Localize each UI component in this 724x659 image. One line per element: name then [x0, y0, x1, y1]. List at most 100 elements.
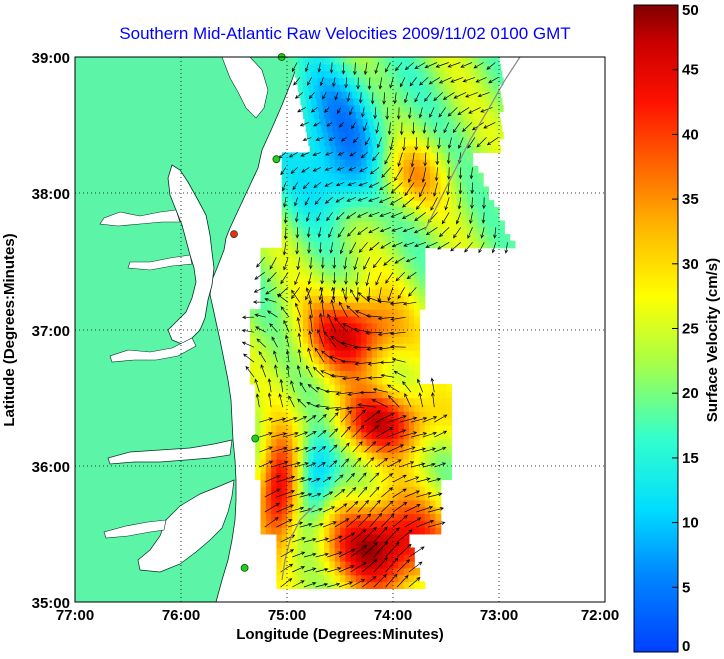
- velocity-cell: [361, 533, 368, 542]
- velocity-cell: [424, 186, 431, 194]
- velocity-cell: [451, 159, 458, 167]
- velocity-cell: [345, 315, 352, 324]
- velocity-cell: [393, 172, 399, 181]
- velocity-cell: [377, 138, 384, 147]
- velocity-cell: [391, 131, 398, 140]
- velocity-cell: [346, 145, 353, 153]
- velocity-cell: [428, 77, 435, 85]
- velocity-cell: [414, 581, 421, 589]
- velocity-cell: [308, 152, 315, 160]
- velocity-cell: [297, 159, 304, 167]
- velocity-cell: [393, 261, 399, 269]
- velocity-cell: [361, 275, 368, 283]
- velocity-cell: [313, 377, 320, 385]
- velocity-cell: [276, 527, 283, 535]
- velocity-cell: [382, 295, 389, 303]
- velocity-cell: [439, 104, 446, 113]
- velocity-cell: [403, 288, 410, 296]
- velocity-cell: [324, 574, 330, 583]
- velocity-cell: [318, 527, 325, 535]
- velocity-cell: [308, 472, 315, 480]
- velocity-cell: [265, 343, 272, 351]
- velocity-cell: [336, 118, 343, 126]
- velocity-cell: [440, 227, 447, 235]
- velocity-cell: [292, 377, 299, 385]
- velocity-cell: [350, 281, 357, 290]
- velocity-cell: [308, 268, 315, 276]
- velocity-cell: [398, 309, 405, 317]
- velocity-cell: [355, 397, 362, 405]
- velocity-cell: [297, 431, 304, 440]
- velocity-cell: [403, 159, 410, 167]
- velocity-cell: [366, 561, 373, 569]
- velocity-cell: [357, 91, 364, 99]
- velocity-cell: [345, 247, 352, 256]
- velocity-cell: [340, 424, 346, 433]
- velocity-cell: [281, 254, 288, 262]
- velocity-cell: [461, 213, 468, 222]
- velocity-cell: [451, 172, 458, 181]
- velocity-cell: [382, 445, 389, 453]
- velocity-cell: [313, 479, 320, 487]
- velocity-cell: [424, 465, 431, 474]
- velocity-cell: [382, 152, 389, 160]
- velocity-cell: [313, 261, 320, 269]
- velocity-cell: [481, 104, 488, 113]
- velocity-cell: [403, 574, 410, 583]
- velocity-cell: [368, 91, 374, 99]
- velocity-cell: [402, 104, 409, 113]
- velocity-cell: [281, 302, 288, 310]
- velocity-cell: [350, 363, 357, 371]
- velocity-cell: [414, 445, 421, 453]
- velocity-cell: [321, 97, 328, 106]
- velocity-cell: [403, 281, 410, 290]
- velocity-cell: [414, 172, 421, 181]
- velocity-cell: [387, 206, 394, 215]
- velocity-cell: [355, 254, 362, 262]
- velocity-cell: [415, 118, 422, 126]
- velocity-cell: [361, 329, 368, 337]
- velocity-cell: [249, 377, 256, 385]
- velocity-cell: [382, 418, 389, 426]
- velocity-cell: [430, 397, 436, 405]
- velocity-cell: [265, 506, 272, 514]
- velocity-cell: [467, 227, 474, 235]
- velocity-cell: [271, 356, 277, 365]
- velocity-cell: [444, 131, 451, 140]
- velocity-cell: [249, 309, 256, 317]
- velocity-cell: [461, 159, 468, 167]
- velocity-cell: [313, 281, 320, 290]
- velocity-cell: [440, 138, 447, 147]
- velocity-cell: [329, 499, 336, 508]
- velocity-cell: [461, 240, 468, 249]
- velocity-cell: [377, 520, 383, 528]
- velocity-cell: [382, 431, 389, 440]
- velocity-cell: [461, 179, 468, 187]
- velocity-cell: [355, 349, 362, 358]
- velocity-cell: [382, 397, 389, 405]
- velocity-cell: [297, 424, 304, 433]
- velocity-cell: [355, 363, 362, 371]
- velocity-cell: [340, 499, 346, 508]
- velocity-cell: [393, 302, 399, 310]
- velocity-cell: [435, 411, 442, 419]
- velocity-cell: [308, 411, 315, 419]
- velocity-cell: [382, 254, 389, 262]
- velocity-cell: [403, 390, 410, 399]
- velocity-cell: [456, 227, 463, 235]
- velocity-cell: [361, 445, 368, 453]
- velocity-cell: [430, 493, 436, 501]
- velocity-cell: [371, 179, 378, 187]
- velocity-cell: [302, 240, 309, 249]
- velocity-cell: [394, 91, 401, 99]
- velocity-cell: [321, 70, 328, 78]
- velocity-cell: [345, 240, 352, 249]
- velocity-cell: [419, 206, 426, 215]
- velocity-cell: [362, 145, 369, 153]
- velocity-cell: [393, 57, 399, 65]
- velocity-cell: [424, 57, 431, 65]
- velocity-cell: [308, 506, 315, 514]
- velocity-cell: [371, 193, 378, 201]
- velocity-cell: [345, 465, 352, 474]
- velocity-cell: [302, 213, 309, 222]
